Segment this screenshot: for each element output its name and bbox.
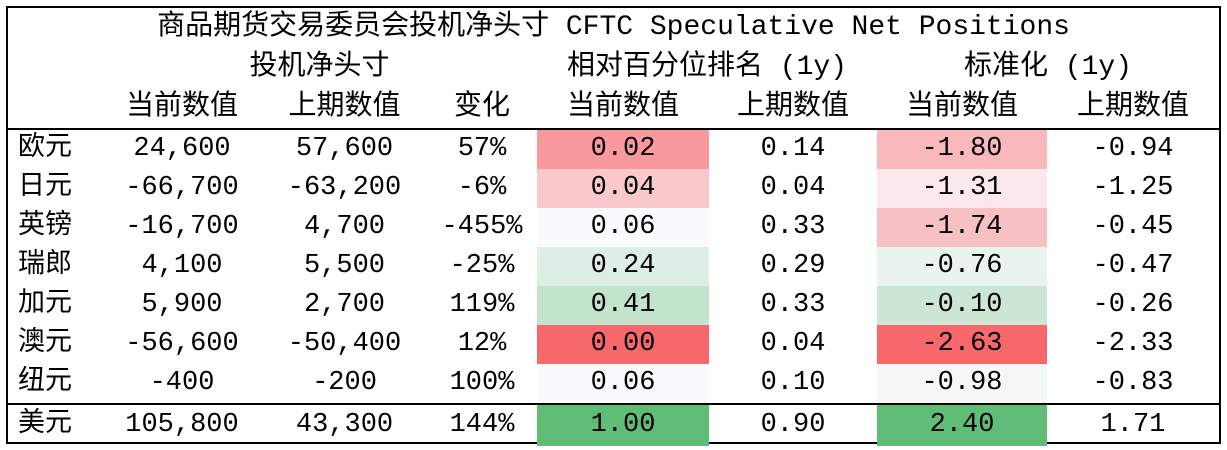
cell-std-previous: -0.83 — [1092, 368, 1174, 398]
cell-pct-current: 0.06 — [537, 364, 709, 404]
column-group-row: 投机净头寸 相对百分位排名 (1y) 标准化 (1y) — [8, 48, 1219, 88]
table-row-chf: 瑞郎 4,100 5,500 -25% 0.24 0.29 -0.76 -0.4… — [8, 247, 1219, 286]
sub-spacer — [8, 88, 102, 130]
cell-pct-current: 0.04 — [537, 169, 709, 208]
row-label: 加元 — [18, 290, 72, 320]
header-previous-1: 上期数值 — [262, 88, 427, 130]
cell-std-current: -0.76 — [877, 247, 1047, 286]
cell-std-current: -1.31 — [877, 169, 1047, 208]
cell-std-current: -0.98 — [877, 364, 1047, 404]
cftc-net-positions-table: 商品期货交易委员会投机净头寸 CFTC Speculative Net Posi… — [8, 8, 1220, 446]
cell-std-current: -1.74 — [877, 208, 1047, 247]
cell-current: 24,600 — [133, 134, 231, 164]
row-label: 瑞郎 — [18, 251, 72, 281]
cell-current: -56,600 — [125, 329, 239, 359]
cell-current: 4,100 — [141, 251, 223, 281]
cell-change: 100% — [449, 368, 515, 398]
cell-pct-previous: 0.90 — [709, 403, 877, 446]
header-current-2: 当前数值 — [537, 88, 709, 130]
group-standardized: 标准化 (1y) — [964, 52, 1133, 83]
title-row: 商品期货交易委员会投机净头寸 CFTC Speculative Net Posi… — [8, 8, 1219, 48]
cell-std-previous: -2.33 — [1092, 329, 1174, 359]
cell-previous: -50,400 — [287, 329, 402, 359]
header-current-1: 当前数值 — [102, 88, 262, 130]
cell-previous: -200 — [312, 368, 377, 398]
cell-pct-previous: 0.04 — [760, 173, 826, 203]
cell-pct-current: 0.00 — [537, 325, 709, 364]
cell-change: 119% — [449, 290, 515, 320]
cell-std-current: 2.40 — [877, 403, 1047, 446]
header-change: 变化 — [427, 88, 537, 130]
cell-std-previous: -0.45 — [1092, 212, 1174, 242]
row-label: 澳元 — [18, 329, 72, 359]
table-row-usd: 美元 105,800 43,300 144% 1.00 0.90 2.40 1.… — [8, 403, 1220, 446]
cell-pct-current: 0.06 — [537, 208, 709, 247]
cell-previous: 4,700 — [303, 212, 385, 242]
cell-std-current: -0.10 — [877, 286, 1047, 325]
group-positions: 投机净头寸 — [249, 52, 390, 83]
cell-pct-current: 0.02 — [537, 129, 709, 169]
cell-pct-previous: 0.33 — [760, 212, 826, 242]
cell-change: -6% — [457, 173, 507, 203]
cell-current: -16,700 — [125, 212, 239, 242]
row-label: 美元 — [8, 403, 102, 446]
cell-pct-current: 0.41 — [537, 286, 709, 325]
cell-current: -66,700 — [125, 173, 239, 203]
group-spacer — [8, 48, 102, 88]
row-label: 日元 — [18, 173, 72, 203]
header-previous-3: 上期数值 — [1047, 88, 1220, 130]
cell-previous: 57,600 — [295, 134, 394, 164]
table-row-gbp: 英镑 -16,700 4,700 -455% 0.06 0.33 -1.74 -… — [8, 208, 1219, 247]
cell-previous: 43,300 — [262, 403, 427, 446]
cell-std-previous: -0.47 — [1092, 251, 1174, 281]
row-label: 欧元 — [18, 134, 72, 164]
cell-previous: 5,500 — [303, 251, 385, 281]
table-row-cad: 加元 5,900 2,700 119% 0.41 0.33 -0.10 -0.2… — [8, 286, 1219, 325]
cell-current: -400 — [149, 368, 215, 398]
cell-std-previous: -0.26 — [1092, 290, 1174, 320]
cell-std-current: -1.80 — [877, 129, 1047, 169]
table-row-aud: 澳元 -56,600 -50,400 12% 0.00 0.04 -2.63 -… — [8, 325, 1219, 364]
cell-std-previous: 1.71 — [1047, 403, 1220, 446]
header-current-3: 当前数值 — [877, 88, 1047, 130]
header-previous-2: 上期数值 — [709, 88, 877, 130]
table-title: 商品期货交易委员会投机净头寸 CFTC Speculative Net Posi… — [157, 12, 1070, 43]
cell-previous: 2,700 — [303, 290, 385, 320]
table-frame: 商品期货交易委员会投机净头寸 CFTC Speculative Net Posi… — [6, 6, 1221, 446]
row-label: 纽元 — [18, 368, 72, 398]
sub-header-row: 当前数值 上期数值 变化 当前数值 上期数值 当前数值 上期数值 — [8, 88, 1220, 130]
cell-pct-current: 1.00 — [537, 403, 709, 446]
cell-current: 105,800 — [102, 403, 262, 446]
cell-std-current: -2.63 — [877, 325, 1047, 364]
cell-current: 5,900 — [141, 290, 223, 320]
cell-change: 144% — [427, 403, 537, 446]
cell-pct-previous: 0.14 — [760, 134, 826, 164]
cell-pct-previous: 0.04 — [760, 329, 826, 359]
cell-previous: -63,200 — [287, 173, 402, 203]
cell-pct-previous: 0.29 — [760, 251, 826, 281]
cell-std-previous: -1.25 — [1092, 173, 1174, 203]
table-row-jpy: 日元 -66,700 -63,200 -6% 0.04 0.04 -1.31 -… — [8, 169, 1219, 208]
cell-change: -25% — [449, 251, 515, 281]
cell-pct-previous: 0.33 — [760, 290, 826, 320]
group-percentile: 相对百分位排名 (1y) — [566, 52, 847, 83]
cell-pct-current: 0.24 — [537, 247, 709, 286]
cell-change: 57% — [457, 134, 507, 164]
cell-change: 12% — [457, 329, 507, 359]
cell-change: -455% — [441, 212, 523, 242]
table-row-nzd: 纽元 -400 -200 100% 0.06 0.10 -0.98 -0.83 — [8, 364, 1219, 404]
cell-std-previous: -0.94 — [1092, 134, 1174, 164]
table-row-eur: 欧元 24,600 57,600 57% 0.02 0.14 -1.80 -0.… — [8, 129, 1219, 169]
cell-pct-previous: 0.10 — [760, 368, 826, 398]
row-label: 英镑 — [18, 212, 72, 242]
